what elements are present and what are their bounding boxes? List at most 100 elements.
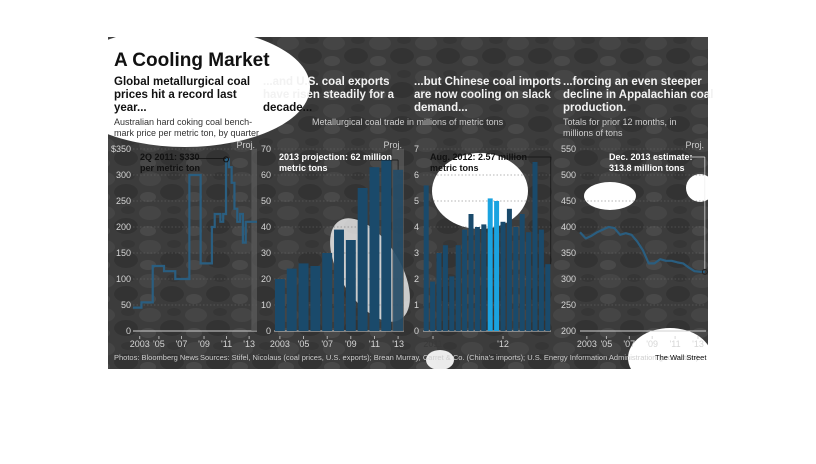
bar-2012-01 — [500, 221, 506, 331]
bar-2007 — [322, 253, 333, 331]
panel-4-subtitle-line-2: millions of tons — [563, 128, 623, 138]
y-tick-label: 50 — [121, 300, 131, 310]
y-tick-label: 0 — [126, 326, 131, 336]
y-tick-label: 2 — [414, 274, 419, 284]
y-tick-label: 200 — [561, 326, 576, 336]
estimate-marker — [701, 268, 708, 275]
bar-2012-08 — [545, 264, 551, 331]
y-tick-label: 60 — [261, 170, 271, 180]
x-tick-label: 2003 — [270, 339, 290, 349]
panel-1-subtitle-line-1: Australian hard coking coal bench- — [114, 117, 252, 127]
bar-2012 — [381, 159, 392, 331]
annotation-line-1: Aug. 2012: 2.57 million — [430, 152, 527, 162]
white-blotch — [432, 153, 528, 229]
x-tick-label: '11 — [221, 339, 232, 349]
white-blotch — [60, 27, 310, 147]
bar-2011-01 — [423, 185, 429, 331]
panel-1-headline-line-3: year... — [114, 102, 147, 114]
y-tick-label: 70 — [261, 144, 271, 154]
annotation-line-2: metric tons — [430, 163, 479, 173]
panel-2-headline-line-1: ...and U.S. coal exports — [263, 76, 390, 88]
bar-2011-05 — [449, 276, 455, 331]
y-tick-label: 300 — [116, 170, 131, 180]
y-tick-label: 3 — [414, 248, 419, 258]
bar-2009 — [345, 240, 356, 331]
y-tick-label: 500 — [561, 170, 576, 180]
x-tick-label: '13 — [243, 339, 255, 349]
panel-1-headline-line-1: Global metallurgical coal — [114, 76, 250, 88]
x-tick-label: '07 — [176, 339, 188, 349]
annotation-line-2: per metric ton — [140, 163, 200, 173]
bar-2011-09 — [474, 227, 480, 331]
x-tick-label: '11 — [670, 339, 681, 349]
y-tick-label: 400 — [561, 222, 576, 232]
projection-label: Proj. — [383, 140, 402, 150]
white-blotch — [628, 328, 712, 388]
bar-2011-04 — [442, 245, 448, 331]
y-tick-label: $350 — [111, 144, 131, 154]
bar-2010 — [357, 188, 368, 331]
x-tick-label: '09 — [345, 339, 357, 349]
y-tick-label: 200 — [116, 222, 131, 232]
x-tick-label: '05 — [600, 339, 612, 349]
x-tick-label: '09 — [646, 339, 658, 349]
bar-2006 — [310, 266, 321, 331]
y-tick-label: 5 — [414, 196, 419, 206]
y-tick-label: 350 — [561, 248, 576, 258]
bar-2004 — [286, 268, 297, 331]
publisher-credit: The Wall Street — [655, 353, 707, 362]
bar-2011-12 — [494, 201, 500, 331]
white-blotch — [686, 174, 714, 202]
x-tick-label: '05 — [153, 339, 165, 349]
graphic-title: A Cooling Market — [114, 50, 270, 71]
annotation-line-1: Dec. 2013 estimate: — [609, 152, 693, 162]
x-tick-label: '13 — [692, 339, 704, 349]
bar-2011-03 — [436, 253, 442, 331]
price-chart: $350 300 250 200 150 100 50 0 Proj. 2Q 2011: $330… — [111, 140, 257, 349]
bar-2012-02 — [506, 208, 512, 331]
bar-2011-07 — [462, 229, 468, 331]
x-tick-label: 2003 — [130, 339, 150, 349]
x-tick-label: '09 — [198, 339, 210, 349]
y-tick-label: 300 — [561, 274, 576, 284]
bar-2005 — [298, 263, 309, 331]
panel-4-headline-line-3: production. — [563, 102, 626, 114]
projection-label: Proj. — [236, 140, 255, 150]
photo-credit: Photos: Bloomberg News — [114, 353, 199, 362]
x-tick-label: '05 — [298, 339, 310, 349]
y-tick-label: 550 — [561, 144, 576, 154]
source-note: Sources: Stifel, Nicolaus (coal prices, … — [200, 353, 699, 362]
peak-marker — [223, 156, 229, 163]
projection-label: Proj. — [685, 140, 704, 150]
y-tick-label: 0 — [414, 326, 419, 336]
bar-2011-06 — [455, 245, 461, 331]
x-tick-label: '12 — [497, 339, 509, 349]
white-blotch — [426, 350, 454, 370]
shared-subtitle: Metallurgical coal trade in millions of … — [312, 117, 504, 127]
bar-2012-03 — [513, 227, 519, 331]
y-tick-label: 250 — [116, 196, 131, 206]
bar-2011 — [369, 167, 380, 331]
price-series-line — [133, 158, 257, 309]
bar-2003 — [274, 279, 285, 331]
panel-4-headline-line-2: decline in Appalachian coal — [563, 89, 713, 101]
y-tick-label: 30 — [261, 248, 271, 258]
y-tick-label: 250 — [561, 300, 576, 310]
y-tick-label: 150 — [116, 248, 131, 258]
bar-2011-11 — [487, 198, 493, 331]
panel-3-headline-line-2: are now cooling on slack — [414, 89, 551, 101]
x-tick-label: 2011 — [423, 339, 442, 349]
panel-3-headline-line-3: demand... — [414, 102, 468, 114]
y-tick-label: 1 — [414, 300, 419, 310]
bar-2011-02 — [430, 281, 436, 331]
panel-3-headline-line-1: ...but Chinese coal imports — [414, 76, 561, 88]
bar-2012-04 — [519, 214, 525, 331]
x-tick-label: 2003 — [577, 339, 597, 349]
bar-2012-06 — [532, 162, 538, 331]
annotation-line-1: 2Q 2011: $330 — [140, 152, 200, 162]
annotation-line-1: 2013 projection: 62 million — [279, 152, 392, 162]
y-tick-label: 4 — [414, 222, 419, 232]
y-tick-label: 0 — [266, 326, 271, 336]
